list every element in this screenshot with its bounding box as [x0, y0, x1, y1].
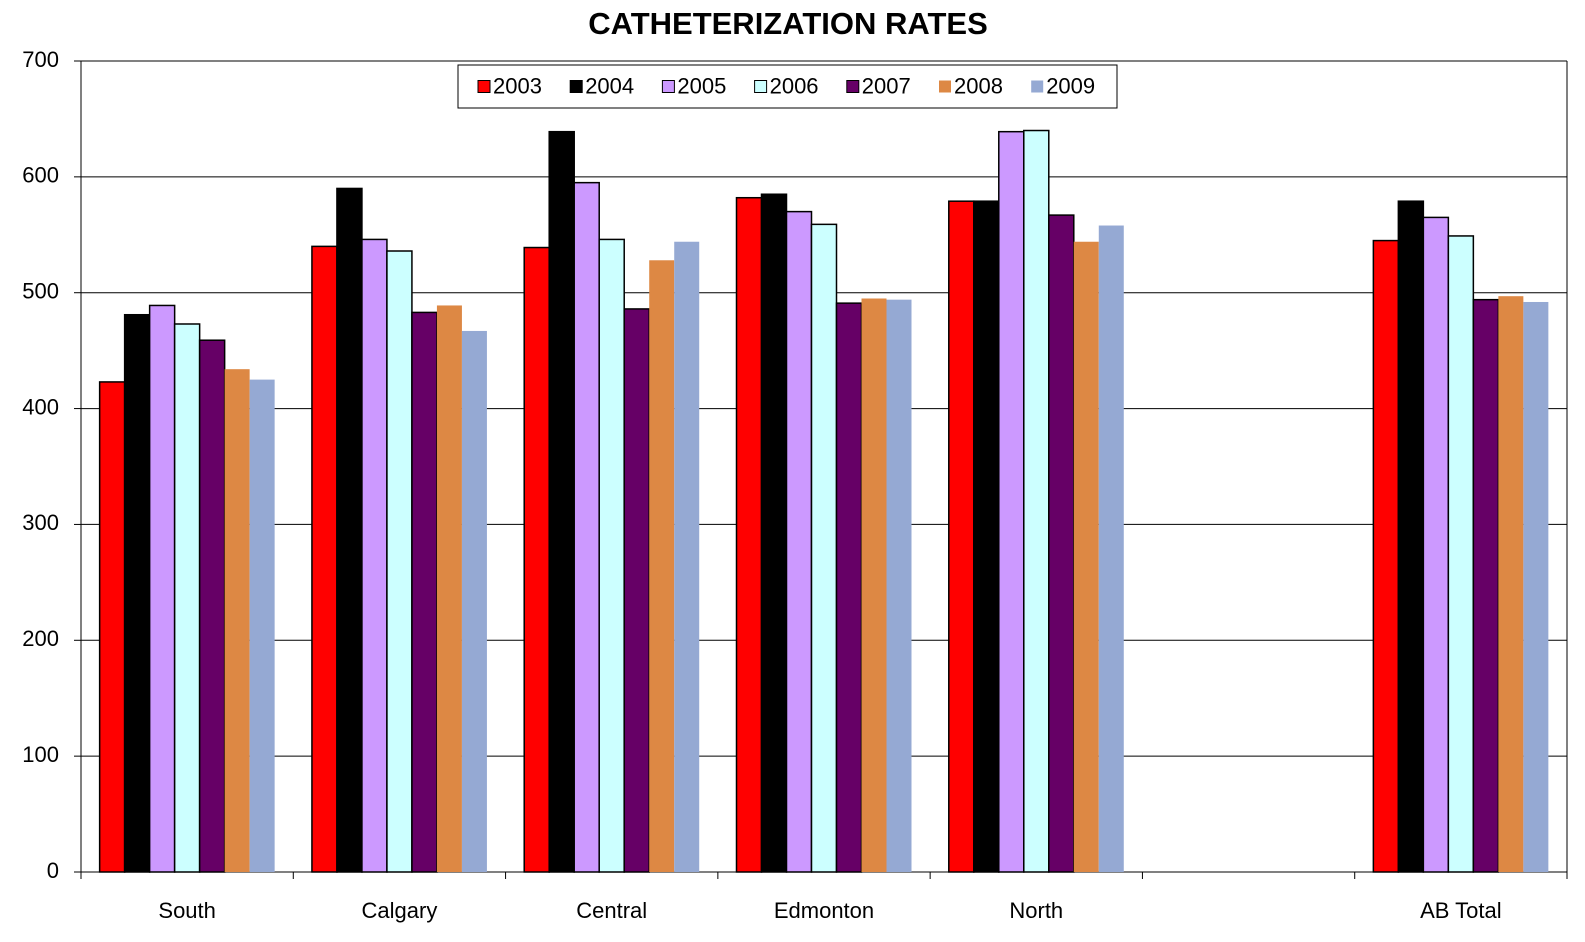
bar: [1498, 296, 1524, 872]
legend-label: 2003: [493, 73, 542, 98]
bar: [436, 305, 462, 872]
bar: [1372, 239, 1400, 873]
bar: [886, 299, 912, 872]
bar: [973, 200, 1000, 873]
legend-label: 2006: [770, 73, 819, 98]
bar: [123, 313, 151, 873]
bar: [649, 260, 675, 872]
legend-label: 2007: [862, 73, 911, 98]
bar: [1397, 200, 1425, 873]
bar: [361, 238, 388, 873]
bar: [1023, 129, 1050, 873]
bar: [810, 223, 838, 873]
legend-box: [457, 64, 1118, 109]
x-tick-label: Central: [576, 898, 647, 923]
bar: [148, 304, 176, 873]
y-tick-label: 400: [22, 394, 59, 419]
bar: [1523, 301, 1549, 872]
y-tick-label: 200: [22, 626, 59, 651]
bar: [998, 130, 1025, 873]
bar: [1447, 235, 1475, 873]
bar: [573, 181, 600, 873]
legend-swatch: [939, 80, 951, 93]
x-tick-label: South: [158, 898, 216, 923]
bar: [1472, 298, 1500, 873]
chart-title: CATHETERIZATION RATES: [588, 6, 988, 41]
bar: [623, 308, 650, 873]
bar: [1098, 225, 1124, 872]
bar: [1073, 241, 1099, 873]
x-tick-label: Edmonton: [774, 898, 874, 923]
bar: [1422, 216, 1450, 873]
bar: [461, 330, 487, 872]
bar: [1048, 214, 1075, 873]
legend-swatch: [569, 80, 583, 93]
y-tick-label: 0: [47, 858, 59, 883]
legend-swatch: [846, 80, 860, 93]
bar: [835, 302, 863, 873]
legend-swatch: [1031, 80, 1044, 93]
bar: [386, 250, 413, 873]
x-tick-label: AB Total: [1420, 898, 1502, 923]
bar: [948, 200, 975, 873]
x-tick-label: North: [1009, 898, 1063, 923]
x-tick-label: Calgary: [362, 898, 438, 923]
bar: [674, 241, 700, 873]
bar: [336, 187, 363, 873]
legend-label: 2009: [1046, 73, 1095, 98]
y-tick-label: 100: [22, 742, 59, 767]
bar: [523, 246, 550, 873]
bar: [411, 311, 438, 873]
bar: [785, 210, 813, 873]
bar: [173, 323, 201, 873]
legend-label: 2005: [677, 73, 726, 98]
legend-label: 2008: [954, 73, 1003, 98]
bar: [735, 196, 763, 873]
bar: [198, 339, 226, 873]
bar: [224, 369, 250, 872]
legend-swatch: [477, 80, 491, 93]
bar: [760, 193, 788, 873]
bar: [598, 238, 625, 873]
legend-swatch: [754, 80, 768, 93]
y-tick-label: 700: [22, 47, 59, 72]
bar: [98, 381, 126, 873]
legend-label: 2004: [585, 73, 634, 98]
y-tick-label: 600: [22, 163, 59, 188]
bar: [249, 379, 275, 872]
legend-swatch: [661, 80, 675, 93]
y-tick-label: 300: [22, 510, 59, 535]
y-tick-label: 500: [22, 279, 59, 304]
bar: [548, 130, 575, 873]
bar: [861, 298, 887, 872]
bar: [311, 245, 338, 873]
